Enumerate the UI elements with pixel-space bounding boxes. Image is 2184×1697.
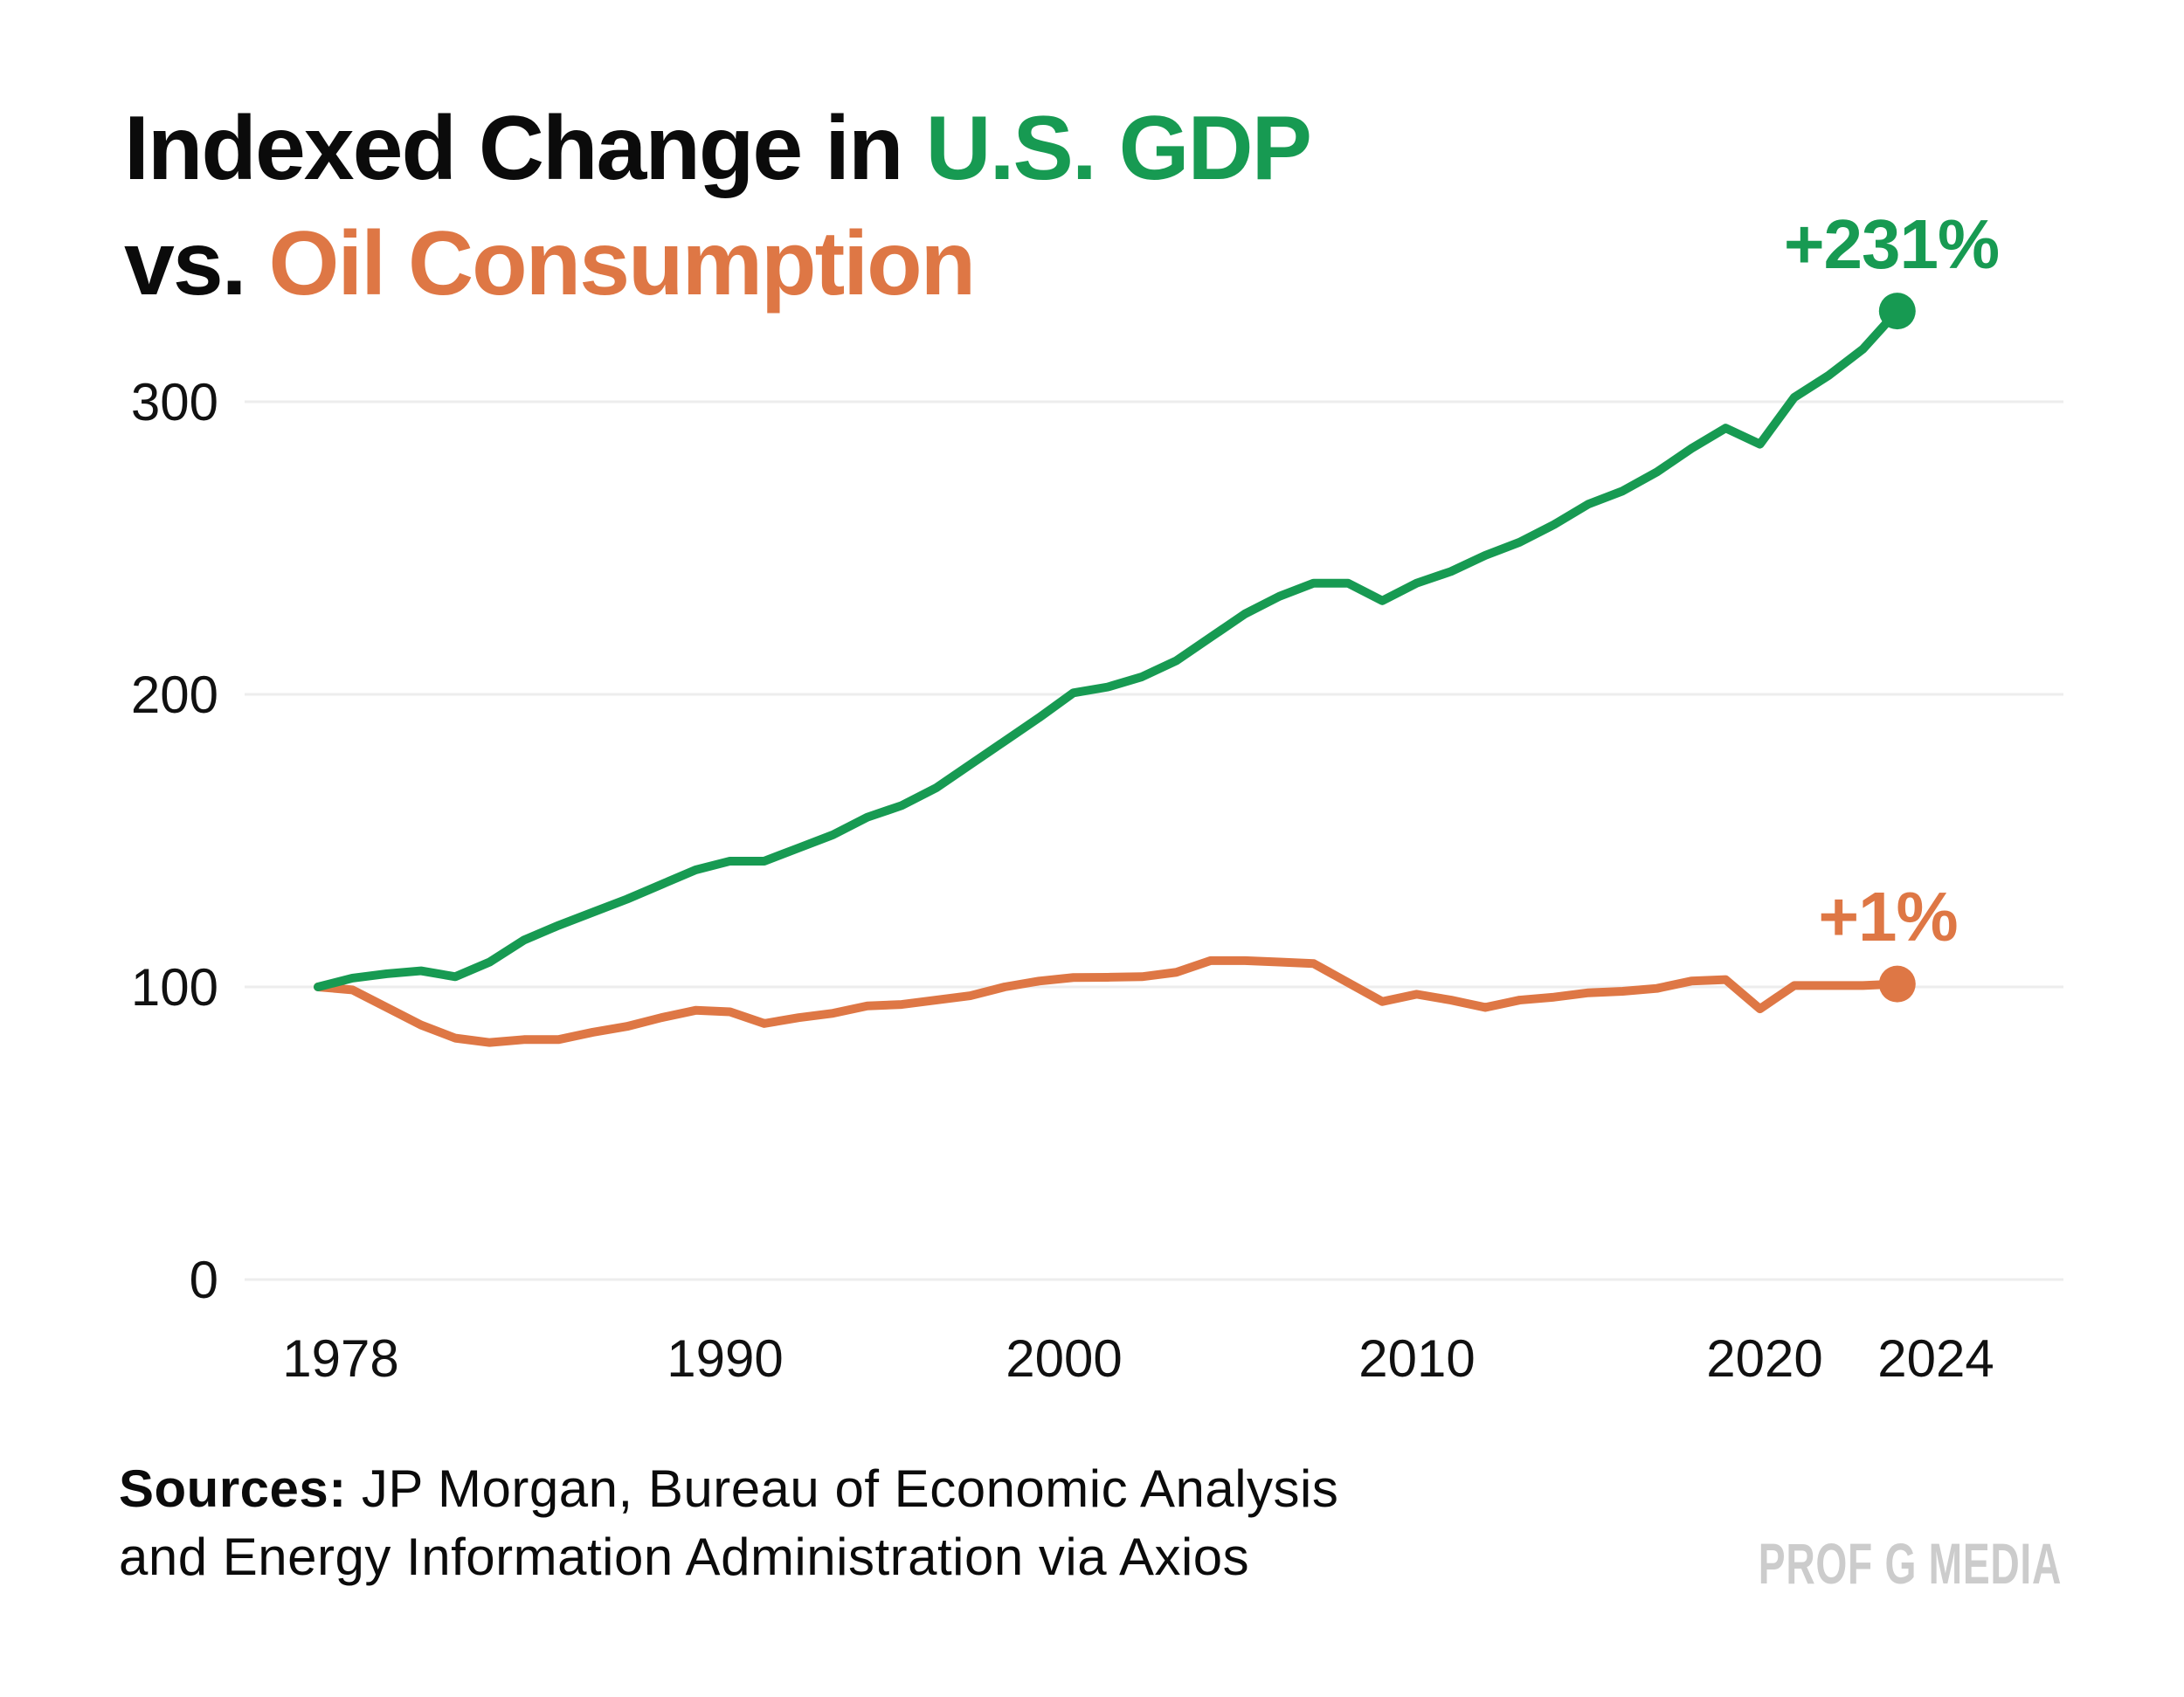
x-tick-2000: 2000 [1006,1329,1122,1388]
gdp-line [314,307,1902,991]
x-tick-1978: 1978 [282,1329,398,1388]
watermark: PROF G MEDIA [1758,1531,2062,1596]
gdp-end-label: +231% [1784,205,1999,283]
y-tick-100: 100 [131,958,218,1017]
title-line-1: Indexed Change in U.S. GDP [124,91,1312,206]
sources-line1-text: JP Morgan, Bureau of Economic Analysis [346,1459,1339,1518]
sources-label: Sources: [119,1459,347,1518]
oil-end-label: +1% [1818,878,1957,955]
title-line1-gdp: U.S. GDP [925,98,1312,199]
x-tick-2024: 2024 [1877,1329,1994,1388]
y-tick-0: 0 [190,1251,218,1309]
y-tick-300: 300 [131,373,218,431]
y-tick-200: 200 [131,666,218,724]
oil-endpoint-dot [1878,965,1916,1003]
gdp-endpoint-dot [1878,293,1916,330]
x-tick-2010: 2010 [1358,1329,1475,1388]
sources-line-2: and Energy Information Administration vi… [119,1528,1250,1586]
title-line2-oil: Oil Consumption [268,213,976,314]
x-tick-2020: 2020 [1706,1329,1822,1388]
sources-note: Sources: JP Morgan, Bureau of Economic A… [119,1455,1338,1591]
gridlines [245,400,2063,1281]
sources-line-1: Sources: JP Morgan, Bureau of Economic A… [119,1455,1338,1523]
chart-title: Indexed Change in U.S. GDP vs. Oil Consu… [124,91,1312,321]
x-tick-1990: 1990 [667,1329,783,1388]
title-line2-black: vs. [124,213,269,314]
y-axis-labels: 0 100 200 300 [131,373,218,1309]
title-line1-black: Indexed Change in [124,98,926,199]
oil-consumption-line [314,955,1902,1047]
x-axis-labels: 1978 1990 2000 2010 2020 2024 [282,1329,1994,1388]
title-line-2: vs. Oil Consumption [124,206,1310,321]
